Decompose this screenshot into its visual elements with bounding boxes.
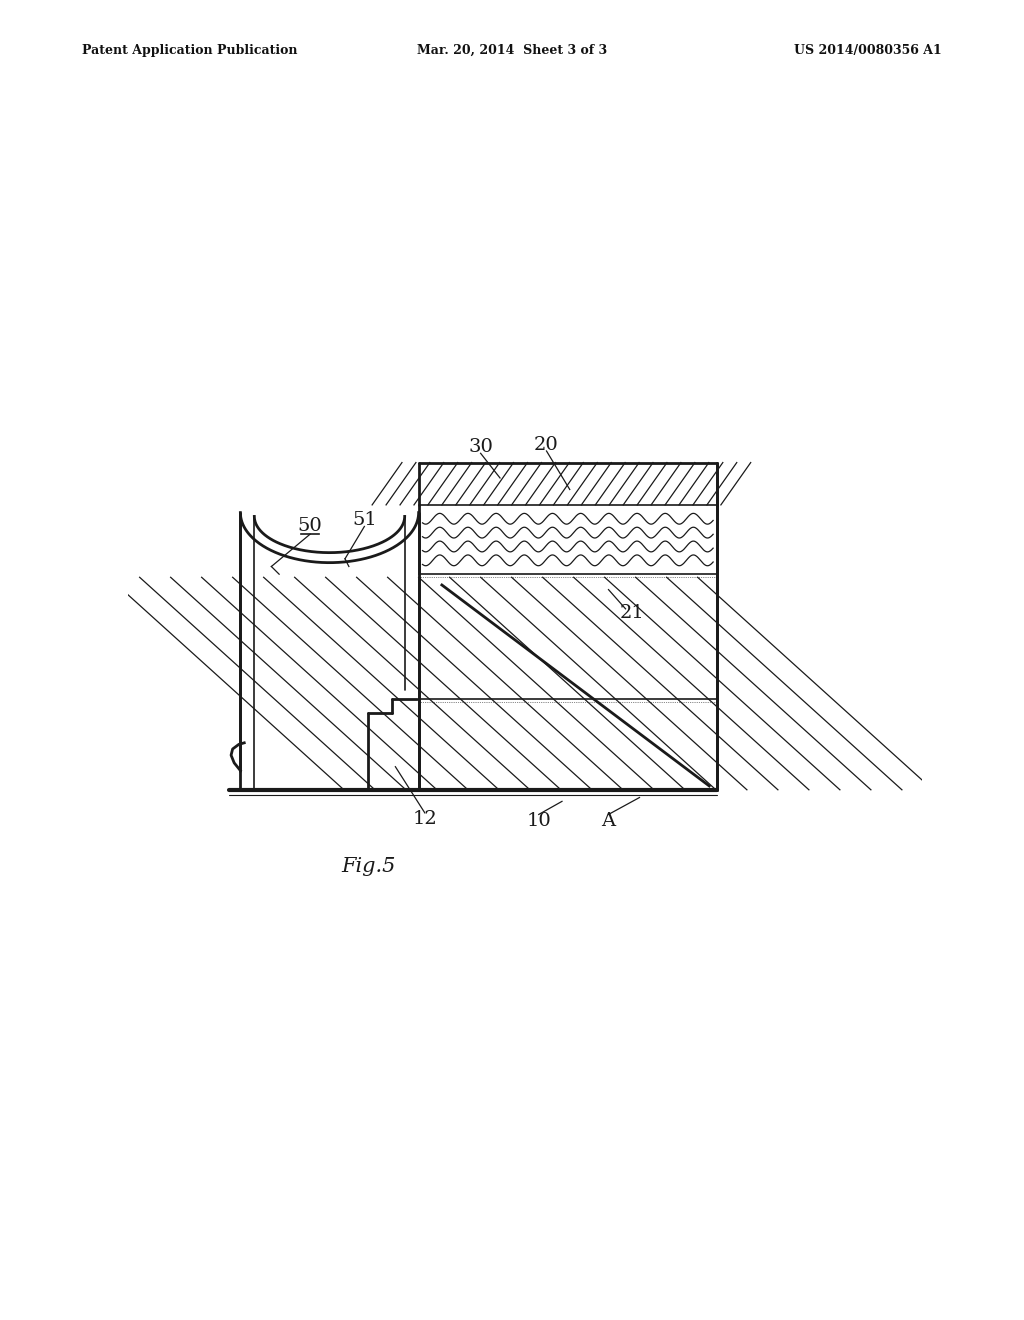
Bar bbox=[419, 577, 717, 789]
Text: 51: 51 bbox=[352, 511, 377, 529]
Text: Mar. 20, 2014  Sheet 3 of 3: Mar. 20, 2014 Sheet 3 of 3 bbox=[417, 44, 607, 57]
Text: 30: 30 bbox=[468, 438, 494, 457]
Text: 12: 12 bbox=[413, 810, 437, 828]
Text: 10: 10 bbox=[526, 812, 551, 829]
Bar bbox=[419, 462, 717, 506]
Text: 50: 50 bbox=[298, 517, 323, 536]
Text: US 2014/0080356 A1: US 2014/0080356 A1 bbox=[795, 44, 942, 57]
Text: 21: 21 bbox=[620, 603, 644, 622]
Text: Patent Application Publication: Patent Application Publication bbox=[82, 44, 297, 57]
Text: A: A bbox=[601, 812, 615, 829]
Text: 20: 20 bbox=[535, 436, 559, 454]
Text: Fig.5: Fig.5 bbox=[341, 857, 395, 876]
